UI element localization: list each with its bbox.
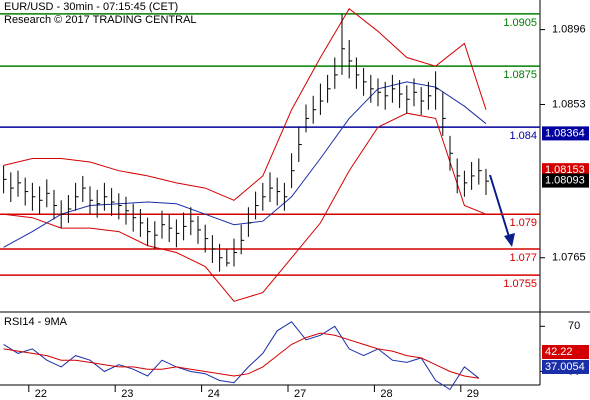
band-line xyxy=(3,112,487,302)
rsi-tag-label: 37.0054 xyxy=(545,361,585,373)
forecast-arrowhead xyxy=(504,233,515,247)
y-tick-label: 1.0853 xyxy=(552,98,586,110)
level-label: 1.0905 xyxy=(503,17,537,29)
level-label: 1.077 xyxy=(509,252,537,264)
rsi-title: RSI14 - 9MA xyxy=(4,316,68,328)
price-tag-label: 1.08364 xyxy=(545,127,585,139)
x-tick-label: 28 xyxy=(380,388,392,400)
level-label: 1.0755 xyxy=(503,278,537,290)
price-tag-label: 1.08153 xyxy=(545,164,585,176)
x-tick-label: 22 xyxy=(35,388,47,400)
level-label: 1.0875 xyxy=(503,69,537,81)
band-line xyxy=(3,7,487,201)
y-tick-label: 1.0765 xyxy=(552,252,586,264)
rsi-tag xyxy=(542,360,589,374)
level-label: 1.079 xyxy=(509,217,537,229)
x-tick-label: 23 xyxy=(121,388,133,400)
y-tick-label: 1.0896 xyxy=(552,24,586,36)
price-tag xyxy=(542,173,589,188)
rsi-tag-label: 42.22 xyxy=(545,346,573,358)
level-label: 1.084 xyxy=(509,130,537,142)
chart-subtitle: Research © 2017 TRADING CENTRAL xyxy=(4,14,197,26)
x-tick-label: 29 xyxy=(467,388,479,400)
rsi-tick-label: 70 xyxy=(568,320,580,332)
x-tick-label: 27 xyxy=(294,388,306,400)
x-tick-label: 24 xyxy=(208,388,220,400)
price-tag xyxy=(542,126,589,141)
price-tag-label: 1.08093 xyxy=(545,175,585,187)
rsi-tag xyxy=(542,345,589,359)
chart-title: EUR/USD - 30min - 07:15:45 (CET) xyxy=(4,1,178,13)
rsi-line xyxy=(3,332,479,379)
forecast-arrow xyxy=(489,174,511,241)
